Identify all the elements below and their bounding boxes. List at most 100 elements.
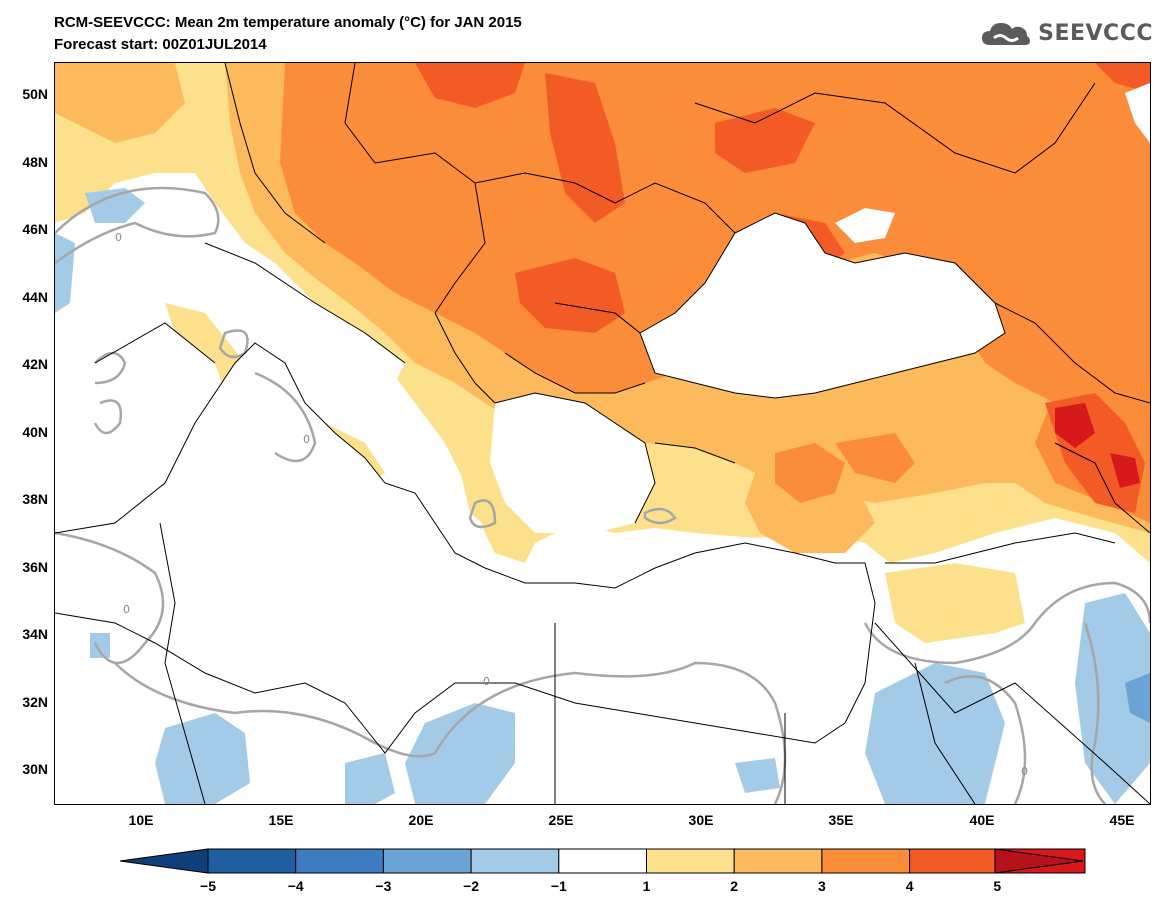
- colorbar-label: 2: [730, 878, 739, 894]
- contour-label: 0: [303, 433, 310, 446]
- caspian-sea: [1125, 83, 1150, 143]
- cloud-icon: [982, 23, 1031, 45]
- map-title: RCM-SEEVCCC: Mean 2m temperature anomaly…: [54, 14, 522, 31]
- colorbar-label: 3: [817, 878, 826, 894]
- logo-text: SEEVCCC: [1038, 20, 1153, 46]
- colorbar: [119, 848, 1086, 874]
- mediterranean-sea: [55, 343, 875, 753]
- colorbar-cell: [470, 848, 560, 874]
- country-border: [874, 622, 1150, 804]
- black-sea: [640, 213, 1005, 398]
- coastline: [204, 242, 406, 364]
- anomaly-region-minus1to2: [735, 758, 780, 793]
- coastline: [55, 342, 876, 724]
- lon-label: 30E: [688, 812, 714, 828]
- anomaly-region-minus1to2: [865, 663, 1005, 804]
- anomaly-region-4to5: [715, 108, 815, 173]
- colorbar-cell: [909, 848, 998, 874]
- lon-label: 20E: [408, 812, 434, 828]
- lat-label: 40N: [22, 424, 48, 440]
- coastline: [639, 212, 1006, 399]
- lat-label: 38N: [22, 491, 48, 507]
- zero-contour: [55, 531, 165, 665]
- zero-contour: [55, 186, 220, 265]
- map-area: 0 0 0 0 0: [54, 62, 1151, 805]
- anomaly-region-minus1to2: [405, 703, 515, 804]
- lat-label: 46N: [22, 221, 48, 237]
- country-border: [994, 302, 1150, 404]
- colorbar-label: 4: [905, 878, 914, 894]
- forecast-start: Forecast start: 00Z01JUL2014: [54, 36, 267, 53]
- anomaly-region-1to2: [885, 563, 1025, 643]
- lat-label: 50N: [22, 86, 48, 102]
- colorbar-over: [994, 848, 1084, 874]
- colorbar-label: 5: [993, 878, 1002, 894]
- colorbar-cell: [382, 848, 472, 874]
- anomaly-region-3to4: [280, 63, 1150, 443]
- zero-contour: [863, 581, 1150, 665]
- colorbar-label: −1: [550, 878, 567, 894]
- colorbar-label: −2: [463, 878, 480, 894]
- lat-label: 44N: [22, 289, 48, 305]
- lon-label: 15E: [268, 812, 294, 828]
- colorbar-label: −5: [200, 878, 216, 894]
- lon-label: 45E: [1109, 812, 1135, 828]
- azov-sea: [835, 208, 895, 243]
- anomaly-region-4to5: [515, 258, 625, 333]
- anomaly-region-minus1to2: [90, 633, 110, 658]
- anomaly-region-4to5: [415, 63, 525, 108]
- lat-label: 30N: [22, 761, 48, 777]
- anomaly-region-2to3: [55, 63, 185, 143]
- contour-label: 0: [115, 231, 122, 244]
- country-border: [1054, 442, 1150, 534]
- country-border: [914, 662, 976, 804]
- lat-label: 32N: [22, 694, 48, 710]
- colorbar-label: −4: [287, 878, 304, 894]
- lat-label: 48N: [22, 154, 48, 170]
- anomaly-region-4to5: [1095, 63, 1150, 93]
- zero-contour: [254, 371, 317, 463]
- adriatic-sea: [205, 243, 405, 383]
- anomaly-region-2to3: [745, 463, 875, 553]
- anomaly-region-3to4: [835, 433, 915, 483]
- lon-label: 35E: [828, 812, 854, 828]
- country-border: [159, 522, 206, 804]
- coastline: [55, 612, 846, 754]
- colorbar-cell: [207, 848, 297, 874]
- zero-contour: [468, 499, 497, 529]
- anomaly-region-minus1to2: [155, 713, 250, 804]
- colorbar-cell: [733, 848, 823, 874]
- country-border: [434, 312, 496, 404]
- zero-contour: [643, 507, 677, 525]
- lon-label: 10E: [128, 812, 154, 828]
- zero-contour: [93, 399, 123, 435]
- zero-contour: [114, 661, 787, 804]
- colorbar-cell: [821, 848, 911, 874]
- country-border: [524, 172, 736, 234]
- contour-label: 0: [1021, 765, 1028, 778]
- coastline: [494, 392, 656, 524]
- anomaly-region-above5: [1055, 403, 1095, 448]
- colorbar-label: 1: [642, 878, 651, 894]
- contour-label: 0: [123, 603, 130, 616]
- country-border: [434, 182, 486, 314]
- country-border: [694, 82, 1096, 174]
- country-border: [344, 63, 526, 184]
- lat-label: 34N: [22, 626, 48, 642]
- lon-label: 25E: [548, 812, 574, 828]
- lat-label: 42N: [22, 356, 48, 372]
- coastline: [94, 322, 216, 364]
- zero-contour: [944, 675, 1027, 804]
- country-border: [224, 63, 326, 244]
- colorbar-label: −3: [375, 878, 392, 894]
- zero-contour: [1083, 622, 1106, 804]
- country-border: [654, 442, 736, 464]
- anomaly-region-above5: [1110, 453, 1140, 488]
- anomaly-region-4to5: [545, 73, 625, 223]
- anomaly-region-3to4: [775, 443, 845, 503]
- colorbar-under: [119, 848, 209, 874]
- lat-label: 36N: [22, 559, 48, 575]
- zero-contour: [94, 351, 127, 385]
- colorbar-cell: [646, 848, 735, 874]
- anomaly-region-minus1to2: [85, 188, 145, 223]
